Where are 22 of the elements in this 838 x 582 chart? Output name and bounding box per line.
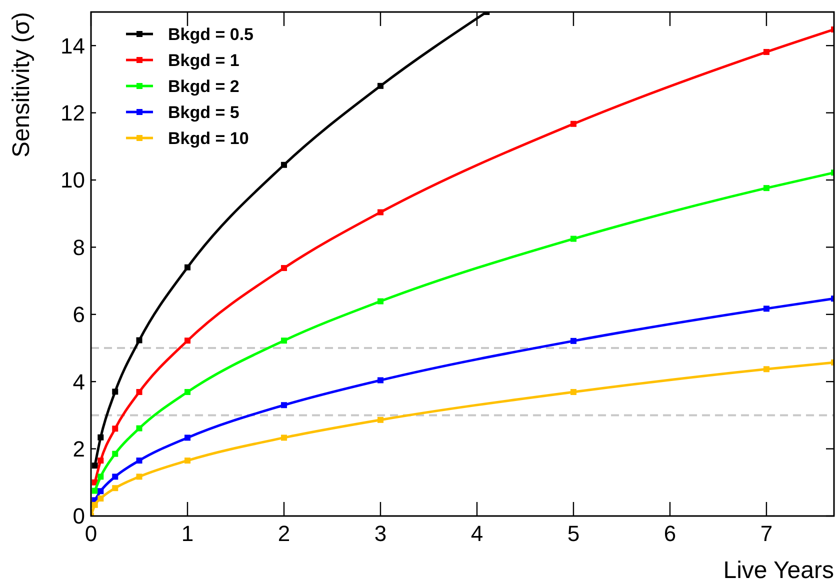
x-tick-label: 1 — [181, 521, 194, 546]
y-axis-title: Sensitivity (σ) — [8, 12, 35, 158]
legend-label: Bkgd = 5 — [168, 102, 240, 122]
y-tick-label: 8 — [72, 234, 85, 260]
x-tick-label: 3 — [374, 521, 387, 546]
legend-label: Bkgd = 10 — [168, 128, 249, 148]
y-tick-label: 6 — [72, 302, 85, 328]
x-tick-label: 5 — [567, 521, 580, 546]
y-tick-label: 2 — [72, 436, 85, 462]
y-tick-label: 14 — [60, 33, 85, 58]
legend-label: Bkgd = 0.5 — [168, 24, 254, 44]
x-tick-label: 2 — [278, 521, 290, 546]
y-tick-label: 12 — [60, 100, 85, 126]
x-axis-title: Live Years — [723, 557, 834, 582]
y-tick-label: 4 — [72, 369, 85, 394]
y-tick-label: 10 — [60, 168, 85, 193]
y-tick-label: 0 — [72, 504, 85, 529]
legend-label: Bkgd = 1 — [168, 50, 240, 70]
legend-label: Bkgd = 2 — [168, 76, 240, 96]
x-tick-label: 6 — [664, 521, 676, 546]
x-tick-label: 7 — [760, 521, 773, 546]
x-tick-label: 4 — [470, 521, 484, 546]
